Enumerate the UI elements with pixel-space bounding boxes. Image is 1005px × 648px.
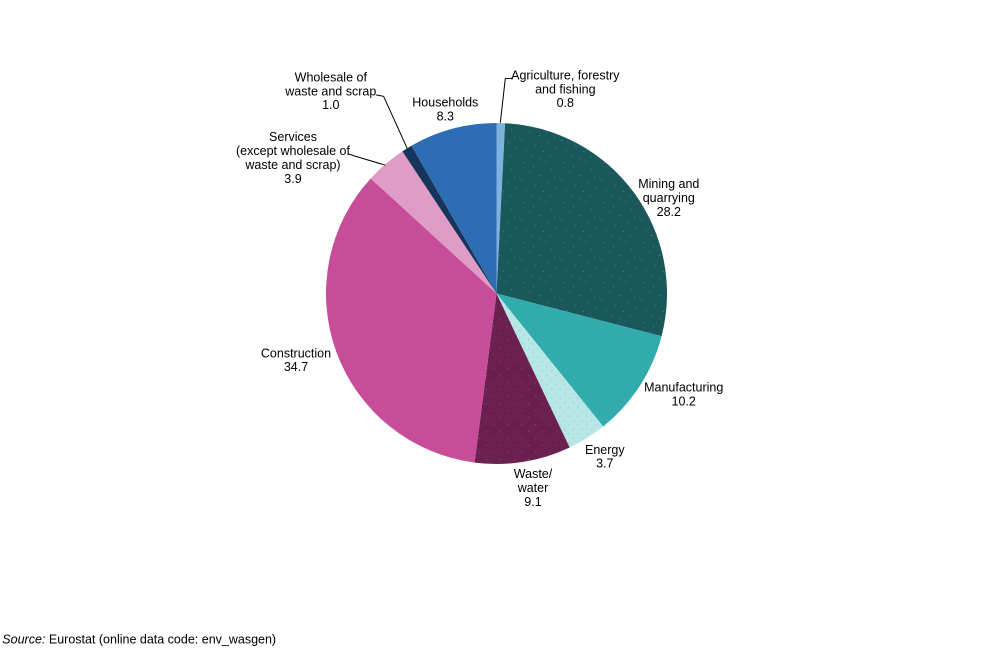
svg-text:3.7: 3.7 bbox=[596, 457, 613, 471]
svg-text:quarrying: quarrying bbox=[643, 191, 695, 205]
svg-text:(except wholesale of: (except wholesale of bbox=[236, 144, 350, 158]
svg-text:9.1: 9.1 bbox=[524, 495, 541, 509]
svg-text:8.3: 8.3 bbox=[437, 110, 454, 124]
svg-text:28.2: 28.2 bbox=[657, 205, 681, 219]
svg-text:water: water bbox=[517, 481, 549, 495]
svg-text:3.9: 3.9 bbox=[284, 172, 301, 186]
svg-text:Wholesale of: Wholesale of bbox=[295, 70, 368, 84]
svg-text:10.2: 10.2 bbox=[672, 395, 696, 409]
svg-text:0.8: 0.8 bbox=[557, 96, 574, 110]
svg-text:1.0: 1.0 bbox=[322, 98, 339, 112]
svg-text:Construction: Construction bbox=[261, 346, 331, 360]
svg-text:waste and scrap): waste and scrap) bbox=[244, 158, 340, 172]
svg-text:and fishing: and fishing bbox=[535, 82, 596, 96]
svg-text:34.7: 34.7 bbox=[284, 360, 308, 374]
svg-text:Households: Households bbox=[412, 96, 478, 110]
svg-text:waste and scrap: waste and scrap bbox=[284, 84, 376, 98]
svg-text:Services: Services bbox=[269, 130, 317, 144]
svg-text:Mining and: Mining and bbox=[638, 177, 699, 191]
svg-text:Agriculture, forestry: Agriculture, forestry bbox=[511, 68, 620, 82]
svg-text:Source: Eurostat (online data: Source: Eurostat (online data code: env_… bbox=[2, 633, 276, 647]
svg-text:Waste/: Waste/ bbox=[514, 467, 553, 481]
svg-text:Energy: Energy bbox=[585, 443, 625, 457]
svg-text:Manufacturing: Manufacturing bbox=[644, 381, 723, 395]
